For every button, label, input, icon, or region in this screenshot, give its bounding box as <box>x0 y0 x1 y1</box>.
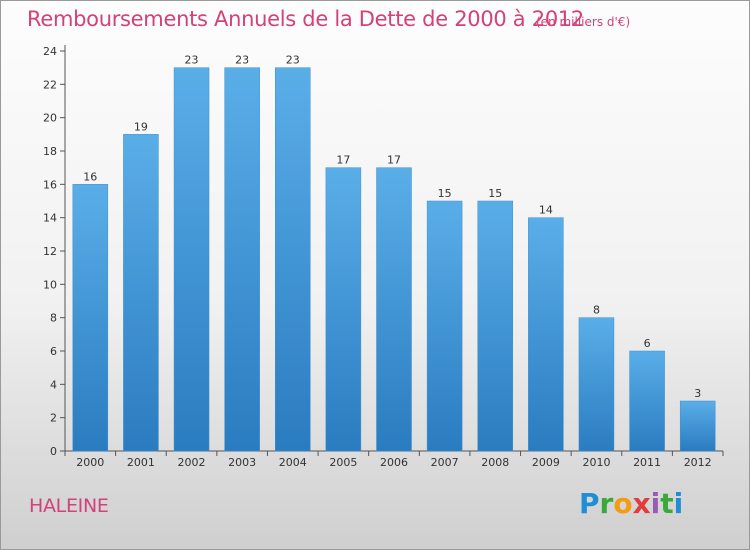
x-tick-label-2005: 2005 <box>329 456 357 469</box>
data-label-2011: 6 <box>644 337 651 350</box>
data-label-2003: 23 <box>235 54 249 67</box>
data-label-2006: 17 <box>387 154 401 167</box>
x-tick-label-2010: 2010 <box>582 456 610 469</box>
chart-title: Remboursements Annuels de la Dette de 20… <box>27 7 584 31</box>
y-tick-label: 24 <box>43 45 57 58</box>
commune-name: HALEINE <box>29 495 109 517</box>
x-tick-label-2008: 2008 <box>481 456 509 469</box>
x-tick-label-2006: 2006 <box>380 456 408 469</box>
y-tick-label: 12 <box>43 245 57 258</box>
y-tick-label: 6 <box>50 345 57 358</box>
x-tick-label-2007: 2007 <box>431 456 459 469</box>
data-label-2009: 14 <box>539 204 553 217</box>
bar-2004 <box>275 67 311 452</box>
proxiti-logo[interactable]: Proxiti <box>579 487 684 520</box>
y-tick-label: 18 <box>43 145 57 158</box>
bar-2007 <box>426 200 463 452</box>
bar-2000 <box>72 184 109 452</box>
x-tick-label-2011: 2011 <box>633 456 661 469</box>
x-tick-label-2012: 2012 <box>684 456 712 469</box>
bar-2005 <box>325 167 362 452</box>
data-label-2001: 19 <box>134 120 148 133</box>
bar-2003 <box>224 67 260 452</box>
y-tick-label: 8 <box>50 312 57 325</box>
bar-2010 <box>578 317 615 452</box>
bar-2001 <box>123 134 159 452</box>
y-tick-label: 14 <box>43 212 57 225</box>
bar-2011 <box>629 350 665 452</box>
data-label-2007: 15 <box>438 187 452 200</box>
bar-series: 16 19 23 23 23 17 17 15 15 14 8 6 3 <box>72 54 716 452</box>
y-tick-label: 22 <box>43 78 57 91</box>
bar-2002 <box>173 67 210 452</box>
x-tick-label-2004: 2004 <box>279 456 307 469</box>
data-label-2005: 17 <box>336 154 350 167</box>
bar-2008 <box>477 200 513 452</box>
bar-2009 <box>528 217 564 452</box>
data-label-2002: 23 <box>185 54 199 67</box>
x-tick-label-2001: 2001 <box>127 456 155 469</box>
y-tick-label: 2 <box>50 412 57 425</box>
data-label-2004: 23 <box>286 54 300 67</box>
chart-subtitle: (en milliers d'€) <box>536 15 631 29</box>
x-tick-label-2000: 2000 <box>76 456 104 469</box>
y-tick-label: 0 <box>50 445 57 458</box>
data-label-2000: 16 <box>83 170 97 183</box>
y-tick-label: 4 <box>50 378 57 391</box>
y-tick-label: 10 <box>43 278 57 291</box>
y-tick-label: 20 <box>43 112 57 125</box>
x-tick-label-2003: 2003 <box>228 456 256 469</box>
x-tick-label-2009: 2009 <box>532 456 560 469</box>
bar-2006 <box>376 167 412 452</box>
x-tick-label-2002: 2002 <box>178 456 206 469</box>
data-label-2012: 3 <box>694 387 701 400</box>
y-tick-label: 16 <box>43 178 57 191</box>
bar-2012 <box>679 400 716 452</box>
data-label-2010: 8 <box>593 304 600 317</box>
data-label-2008: 15 <box>488 187 502 200</box>
